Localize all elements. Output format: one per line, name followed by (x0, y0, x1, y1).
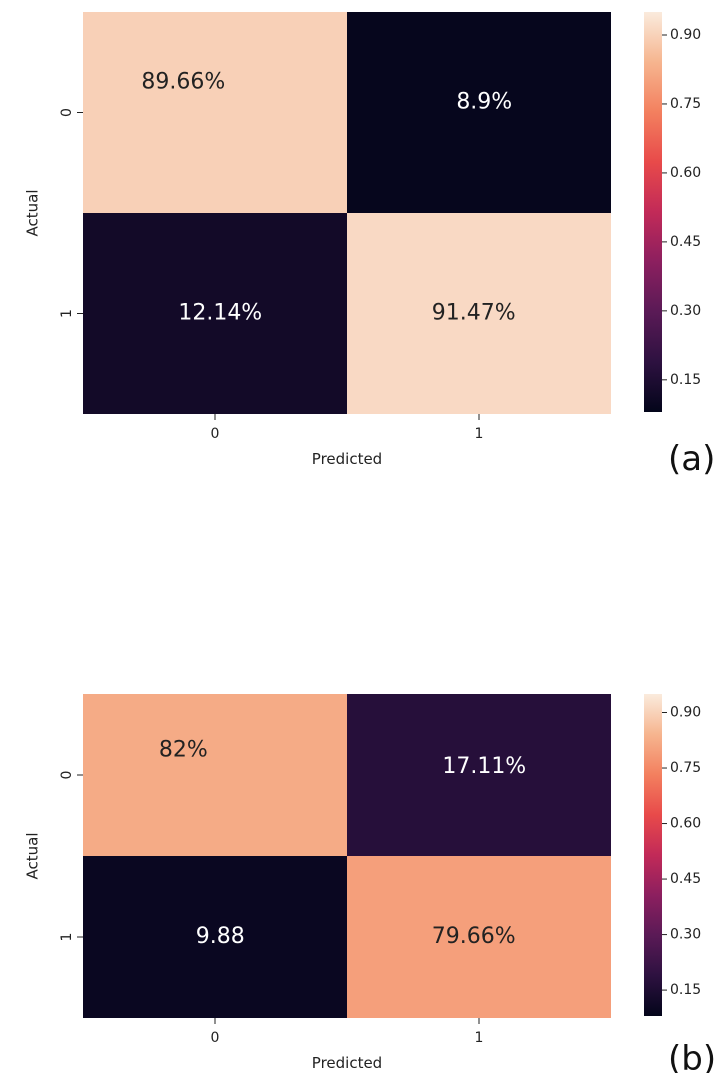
colorbar-tick-label: 0.45 (670, 234, 701, 250)
y-tick-label: 1 (59, 309, 75, 318)
heatmap-panel-1: 82% 17.11% 9.88 79.66% 0 1 0 1 Predicted Actual 0.… (24, 694, 716, 1073)
colorbar (644, 694, 662, 1016)
y-axis-label: Actual (24, 833, 42, 880)
colorbar (644, 12, 662, 412)
colorbar-tick-label: 0.90 (670, 705, 701, 721)
cell-annotation: 9.88 (196, 924, 245, 949)
colorbar-tick-label: 0.90 (670, 27, 701, 43)
cell-annotation: 91.47% (432, 301, 516, 326)
cell-annotation: 12.14% (178, 301, 262, 326)
x-tick-label: 1 (475, 426, 484, 442)
x-tick-label: 0 (211, 1030, 220, 1046)
colorbar-tick-label: 0.15 (670, 372, 701, 388)
heatmap-cell (347, 12, 611, 213)
colorbar-tick-label: 0.60 (670, 816, 701, 832)
x-axis-label: Predicted (312, 450, 382, 468)
heatmap-cell (83, 213, 347, 414)
colorbar-tick-label: 0.60 (670, 165, 701, 181)
panel-label: (a) (668, 439, 715, 479)
colorbar-tick-label: 0.75 (670, 96, 701, 112)
heatmap-panel-0: 89.66% 8.9% 12.14% 91.47% 0 1 0 1 Predicted Actua… (24, 12, 715, 479)
y-tick-label: 0 (59, 108, 75, 117)
heatmap-cell (83, 856, 347, 1018)
colorbar-tick-label: 0.45 (670, 871, 701, 887)
heatmap-cell (347, 856, 611, 1018)
cell-annotation: 17.11% (442, 754, 526, 779)
cell-annotation: 79.66% (432, 924, 516, 949)
colorbar-tick-label: 0.30 (670, 927, 701, 943)
heatmap-cell (83, 12, 347, 213)
x-tick-label: 0 (211, 426, 220, 442)
x-axis-label: Predicted (312, 1054, 382, 1072)
colorbar-tick-label: 0.15 (670, 982, 701, 998)
y-tick-label: 0 (59, 771, 75, 780)
y-tick-label: 1 (59, 933, 75, 942)
panel-label: (b) (668, 1039, 716, 1073)
heatmap-cell (347, 213, 611, 414)
cell-annotation: 8.9% (456, 89, 512, 114)
x-tick-label: 1 (475, 1030, 484, 1046)
cell-annotation: 82% (159, 738, 208, 763)
colorbar-tick-label: 0.30 (670, 303, 701, 319)
heatmap-cell (83, 694, 347, 856)
cell-annotation: 89.66% (141, 69, 225, 94)
y-axis-label: Actual (24, 190, 42, 237)
heatmap-cell (347, 694, 611, 856)
colorbar-tick-label: 0.75 (670, 760, 701, 776)
